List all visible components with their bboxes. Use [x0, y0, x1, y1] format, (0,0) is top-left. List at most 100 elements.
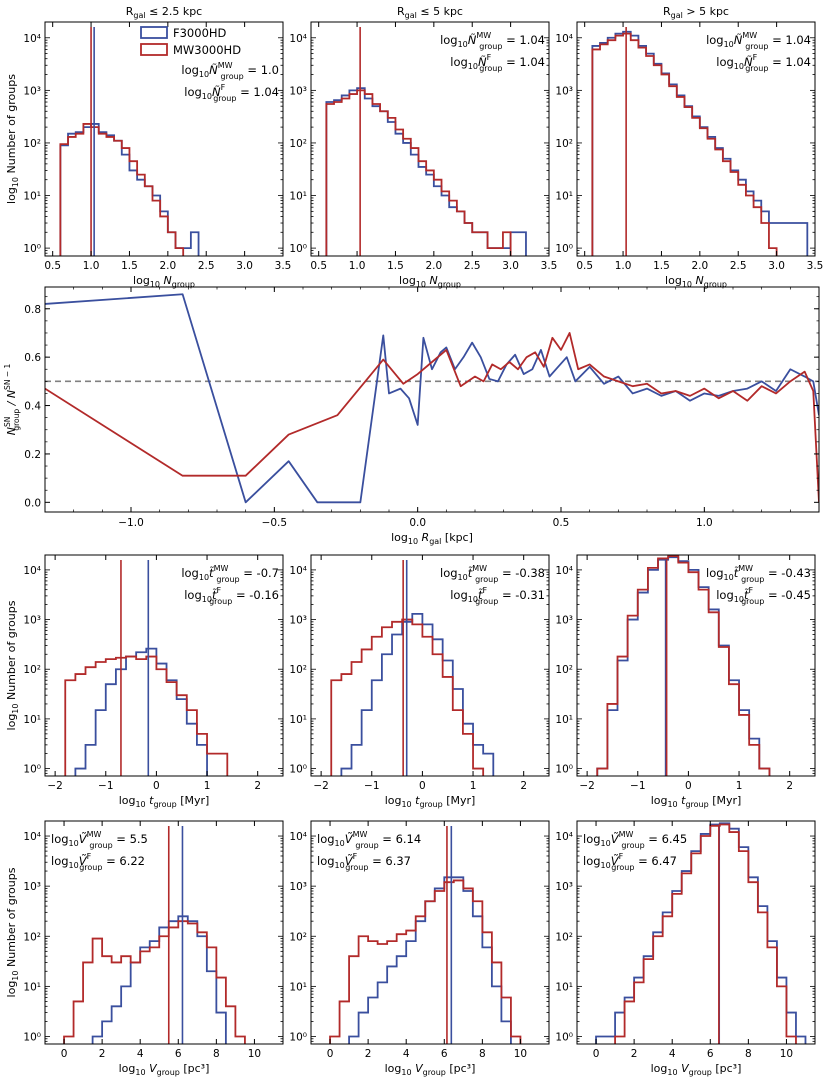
y-tick-label: 10³	[23, 615, 41, 627]
axes-frame	[310, 554, 550, 777]
median-annotation: log10ÑMW group = 1.04	[440, 31, 545, 51]
x-tick-label: 3.5	[807, 260, 824, 272]
y-tick-label: 10²	[289, 664, 307, 676]
y-tick-label: 10²	[555, 931, 573, 943]
y-tick-label: 10²	[555, 138, 573, 150]
x-tick-label: −2	[579, 780, 594, 792]
histogram-series-MW	[63, 920, 246, 1044]
y-tick-label: 10²	[289, 931, 307, 943]
y-tick-label: 10⁰	[23, 1031, 41, 1043]
x-tick-label: 1	[736, 780, 743, 792]
x-tick-label: 6	[441, 1048, 448, 1060]
x-tick-label: 0	[153, 780, 160, 792]
y-tick-label: 10⁰	[289, 1031, 307, 1043]
histogram-series-F	[348, 876, 512, 1044]
median-annotation: log10ÑF group = 1.04	[716, 53, 811, 73]
panel-r4c1: 0 2 4 6 8 10 10⁰ 10¹ 10² 10³ 10⁴ log10ṼMW group = 5.…	[23, 820, 284, 1060]
x-axis-label: log10 Ngroup	[133, 274, 195, 289]
median-annotation: log10ṼF group = 6.47	[583, 852, 677, 872]
x-axis-label: log10 Rgal [kpc]	[391, 531, 473, 546]
y-axis-label: NSNgroup / NSN − 1	[3, 364, 21, 436]
x-tick-label: 3.0	[236, 260, 253, 272]
x-tick-label: 0	[593, 1048, 600, 1060]
histogram-series-F	[596, 556, 771, 776]
x-tick-label: −2	[47, 780, 62, 792]
x-tick-label: 1.5	[387, 260, 404, 272]
x-tick-label: 1.5	[121, 260, 138, 272]
y-tick-label: 10⁴	[555, 33, 573, 45]
y-tick-label: 10³	[289, 881, 307, 893]
x-tick-label: 3.0	[768, 260, 785, 272]
x-tick-label: 2	[254, 780, 261, 792]
x-tick-label: 1.0	[349, 260, 366, 272]
legend: F3000HD MW3000HD	[140, 26, 241, 57]
x-tick-label: 1.0	[615, 260, 632, 272]
y-tick-label: 0.4	[24, 401, 41, 413]
x-axis-label: log10 Ngroup	[665, 274, 727, 289]
histogram-series-F	[74, 647, 208, 776]
line-series-MW	[45, 332, 819, 503]
x-tick-label: 2.0	[159, 260, 176, 272]
x-axis-label: log10 Vgroup [pc³]	[119, 1062, 210, 1077]
y-tick-label: 10²	[23, 931, 41, 943]
median-annotation: log10ṼF group = 6.37	[317, 852, 411, 872]
histogram-series-MW	[325, 89, 512, 256]
median-annotation: log10ṼF group = 6.22	[51, 852, 145, 872]
panel-title: Rgal > 5 kpc	[663, 5, 729, 20]
x-tick-label: 8	[745, 1048, 752, 1060]
x-tick-label: 10	[780, 1048, 793, 1060]
median-annotation: log10ÑF group = 1.04	[184, 83, 279, 103]
y-tick-label: 0.8	[24, 304, 41, 316]
x-axis-label: log10 tgroup [Myr]	[651, 794, 742, 809]
y-tick-label: 10⁴	[23, 565, 41, 577]
y-axis-label: log10 Number of groups	[5, 600, 20, 730]
legend-swatch-MW	[140, 43, 168, 56]
x-tick-label: 0.5	[576, 260, 593, 272]
x-tick-label: 10	[248, 1048, 261, 1060]
x-axis-label: log10 tgroup [Myr]	[385, 794, 476, 809]
x-tick-label: 1	[470, 780, 477, 792]
x-tick-label: −1	[364, 780, 379, 792]
legend-label-F: F3000HD	[173, 26, 227, 40]
x-tick-label: −1	[630, 780, 645, 792]
line-series-F	[45, 293, 819, 504]
y-tick-label: 10⁰	[555, 764, 573, 776]
x-tick-label: 8	[213, 1048, 220, 1060]
x-tick-label: 0	[419, 780, 426, 792]
axes-frame	[310, 820, 550, 1045]
y-tick-label: 10¹	[555, 981, 573, 993]
axes-frame	[576, 554, 816, 777]
median-annotation: log10ṼMW group = 5.5	[51, 830, 148, 850]
x-tick-label: 0.5	[44, 260, 61, 272]
y-tick-label: 10³	[23, 881, 41, 893]
histogram-series-F	[340, 613, 495, 776]
median-annotation: log10t̃MW group = -0.43	[706, 564, 811, 584]
median-annotation: log10t̃MW group = -0.38	[440, 564, 545, 584]
y-tick-label: 10¹	[23, 191, 41, 203]
x-tick-label: 4	[403, 1048, 410, 1060]
x-tick-label: 2	[520, 780, 527, 792]
x-tick-label: 3.5	[541, 260, 558, 272]
y-tick-label: 10⁰	[23, 243, 41, 255]
y-tick-label: 10³	[289, 85, 307, 97]
y-tick-label: 10¹	[289, 981, 307, 993]
y-tick-label: 10²	[23, 664, 41, 676]
y-tick-label: 10⁴	[289, 565, 307, 577]
panel-r4c3: 0 2 4 6 8 10 10⁰ 10¹ 10² 10³ 10⁴ log10ṼMW group = 6.…	[555, 820, 816, 1060]
x-tick-label: 4	[137, 1048, 144, 1060]
axes-frame	[44, 21, 284, 257]
x-tick-label: 0.0	[409, 517, 426, 529]
x-tick-label: 0.5	[553, 517, 570, 529]
y-tick-label: 10²	[289, 138, 307, 150]
histogram-series-F	[595, 822, 807, 1044]
axes-frame	[576, 21, 816, 257]
x-tick-label: 0	[685, 780, 692, 792]
x-tick-label: 4	[669, 1048, 676, 1060]
x-tick-label: 0.5	[310, 260, 327, 272]
median-annotation: log10t̃F group = -0.31	[450, 586, 545, 606]
histogram-series-MW	[596, 555, 771, 776]
panel-r3c3: −2 −1 0 1 2 10⁰ 10¹ 10² 10³ 10⁴ log10t̃MW group = -…	[555, 554, 816, 792]
y-tick-label: 10⁰	[555, 1031, 573, 1043]
panel-r3c2: −2 −1 0 1 2 10⁰ 10¹ 10² 10³ 10⁴ log10t̃MW group = -…	[289, 554, 550, 792]
y-tick-label: 10³	[555, 615, 573, 627]
